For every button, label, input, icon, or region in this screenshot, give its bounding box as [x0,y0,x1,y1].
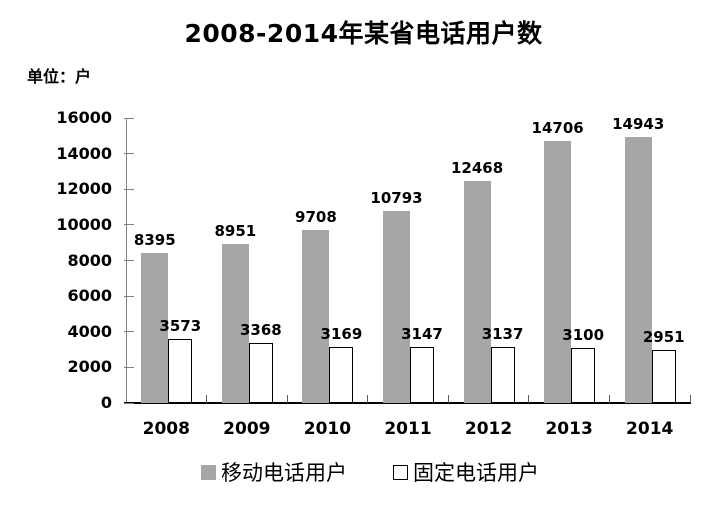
x-axis-label-2009: 2009 [223,419,271,439]
x-axis-label-2014: 2014 [626,419,674,439]
y-axis-tick-label: 16000 [56,108,112,127]
y-axis-tick [124,366,134,368]
bar-fixed-2012 [490,347,515,403]
bar-fixed-2014 [651,350,676,403]
bar-mobile-2011 [383,210,410,403]
legend: 移动电话用户 固定电话用户 [160,457,580,487]
y-axis-tick-label: 10000 [56,214,112,234]
bar-label-mobile-2010: 9708 [295,208,337,227]
x-axis-label-2008: 2008 [142,419,190,439]
bar-mobile-2014 [624,136,652,403]
bar-mobile-2012 [463,180,491,403]
y-axis-tick [124,331,134,333]
unit-label: 单位：户 [27,67,92,86]
bar-label-mobile-2009: 8951 [214,221,257,240]
bar-fixed-2008 [168,339,193,403]
bar-mobile-2010 [302,230,330,403]
bar-fixed-2013 [571,347,596,403]
y-axis-tick [124,224,134,226]
x-axis-label-2012: 2012 [464,419,513,439]
plot-area: 0 2000 4000 6000 8000 10000 12000 14000 16000 839… [56,108,691,439]
bar-fixed-2010 [329,346,354,403]
y-axis-tick [124,260,134,261]
bar-label-fixed-2009: 3368 [239,321,282,339]
bar-mobile-2013 [544,141,572,403]
bar-label-mobile-2013: 14706 [531,119,584,138]
x-axis-tick [206,395,208,403]
y-axis-tick [124,188,134,190]
y-axis-tick [124,295,134,297]
legend-swatch-mobile-icon [201,464,216,480]
y-axis-tick [124,402,134,404]
y-axis-tick-label: 14000 [56,143,112,163]
bar-mobile-2008 [141,253,169,403]
y-axis-tick [124,117,134,119]
legend-item-mobile: 移动电话用户 [201,457,347,487]
legend-swatch-fixed-icon [393,464,408,480]
x-axis-label-2011: 2011 [384,419,432,439]
y-axis-tick-label: 2000 [67,357,112,377]
x-axis-line [124,402,691,404]
x-axis-tick [447,395,449,403]
x-axis-tick [689,395,691,403]
x-axis-tick [367,395,369,403]
x-axis-tick [286,395,288,403]
legend-label-fixed: 固定电话用户 [413,461,539,485]
chart-title: 2008-2014年某省电话用户数 [184,19,543,48]
bar-label-mobile-2011: 10793 [370,188,423,207]
bar-fixed-2011 [410,346,434,403]
y-axis-tick [124,153,134,155]
bar-label-fixed-2012: 3137 [481,325,524,344]
bar-label-fixed-2014: 2951 [642,328,685,347]
y-axis-tick-label: 8000 [67,250,112,270]
bar-label-fixed-2013: 3100 [562,325,605,344]
bar-fixed-2009 [248,343,273,403]
legend-label-mobile: 移动电话用户 [221,461,347,485]
x-axis-label-2010: 2010 [303,419,352,439]
y-axis-tick-label: 12000 [56,179,112,199]
bar-mobile-2009 [221,243,249,403]
y-axis-tick-label: 6000 [67,286,112,306]
bar-label-fixed-2008: 3573 [159,317,202,336]
bar-label-fixed-2010: 3169 [320,324,363,343]
bar-label-mobile-2014: 14943 [612,114,665,133]
x-axis-tick [608,395,610,403]
legend-item-fixed: 固定电话用户 [393,457,539,487]
x-axis-tick [528,395,530,403]
bar-label-mobile-2008: 8395 [133,231,176,250]
y-axis-tick-label: 4000 [67,321,112,341]
x-axis-label-2013: 2013 [545,419,593,439]
bar-label-mobile-2012: 12468 [450,158,504,177]
bar-label-fixed-2011: 3147 [401,324,443,343]
y-axis-tick-label: 0 [100,393,112,412]
